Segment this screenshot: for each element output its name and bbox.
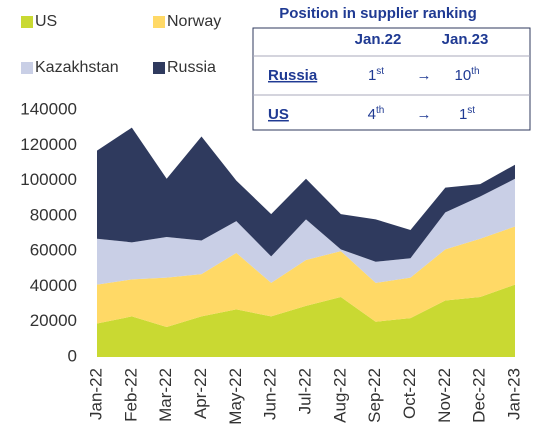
x-tick-label: Aug-22 xyxy=(330,368,349,423)
x-tick-label: Jan-23 xyxy=(504,368,523,420)
arrow: → xyxy=(417,67,432,84)
legend-label: Kazakhstan xyxy=(35,59,119,76)
rank: 10 xyxy=(454,67,471,84)
area xyxy=(97,226,515,328)
y-tick-label: 140000 xyxy=(20,99,77,118)
y-tick-label: 100000 xyxy=(20,170,77,189)
area xyxy=(97,178,515,285)
x-tick-label: Dec-22 xyxy=(470,368,489,423)
legend-swatch xyxy=(21,62,33,74)
legend-label: US xyxy=(35,13,57,30)
x-tick-label: Jun-22 xyxy=(261,368,280,420)
arrow: → xyxy=(417,106,432,123)
x-tick-label: Nov-22 xyxy=(435,368,454,423)
x-tick-label: Oct-22 xyxy=(400,368,419,419)
x-tick-label: Sep-22 xyxy=(365,368,384,423)
y-tick-label: 0 xyxy=(68,346,77,365)
rank-suffix: th xyxy=(376,105,384,116)
legend-label: Norway xyxy=(167,13,221,30)
x-tick-label: Apr-22 xyxy=(191,368,210,419)
area xyxy=(97,284,515,357)
rank-to: 10th xyxy=(454,66,479,84)
y-tick-label: 60000 xyxy=(30,241,77,260)
x-tick-label: Mar-22 xyxy=(156,368,175,422)
row-name: Russia xyxy=(268,67,318,84)
x-tick-label: Jul-22 xyxy=(295,368,314,414)
legend-label: Russia xyxy=(167,59,216,76)
rank-suffix: th xyxy=(471,66,479,77)
y-tick-label: 20000 xyxy=(30,311,77,330)
rank-from: 1st xyxy=(368,66,384,84)
rank-from: 4th xyxy=(368,105,385,123)
y-tick-label: 80000 xyxy=(30,205,77,224)
x-tick-label: Feb-22 xyxy=(121,368,140,422)
x-tick-label: Jan-22 xyxy=(86,368,105,420)
y-tick-label: 40000 xyxy=(30,276,77,295)
rank: 1 xyxy=(368,67,376,84)
rank-to: 1st xyxy=(459,105,475,123)
column-header: Jan.23 xyxy=(442,31,489,48)
inset-box xyxy=(252,27,531,131)
legend-swatch xyxy=(21,16,33,28)
x-tick-label: May-22 xyxy=(226,368,245,425)
rank: 4 xyxy=(368,106,376,123)
rank-suffix: st xyxy=(376,66,384,77)
area xyxy=(97,127,515,262)
rank: 1 xyxy=(459,106,467,123)
legend-swatch xyxy=(153,16,165,28)
row-name: US xyxy=(268,106,289,123)
rank-suffix: st xyxy=(467,105,475,116)
inset-title: Position in supplier ranking xyxy=(279,5,477,22)
legend-swatch xyxy=(153,62,165,74)
column-header: Jan.22 xyxy=(355,31,402,48)
y-tick-label: 120000 xyxy=(20,135,77,154)
